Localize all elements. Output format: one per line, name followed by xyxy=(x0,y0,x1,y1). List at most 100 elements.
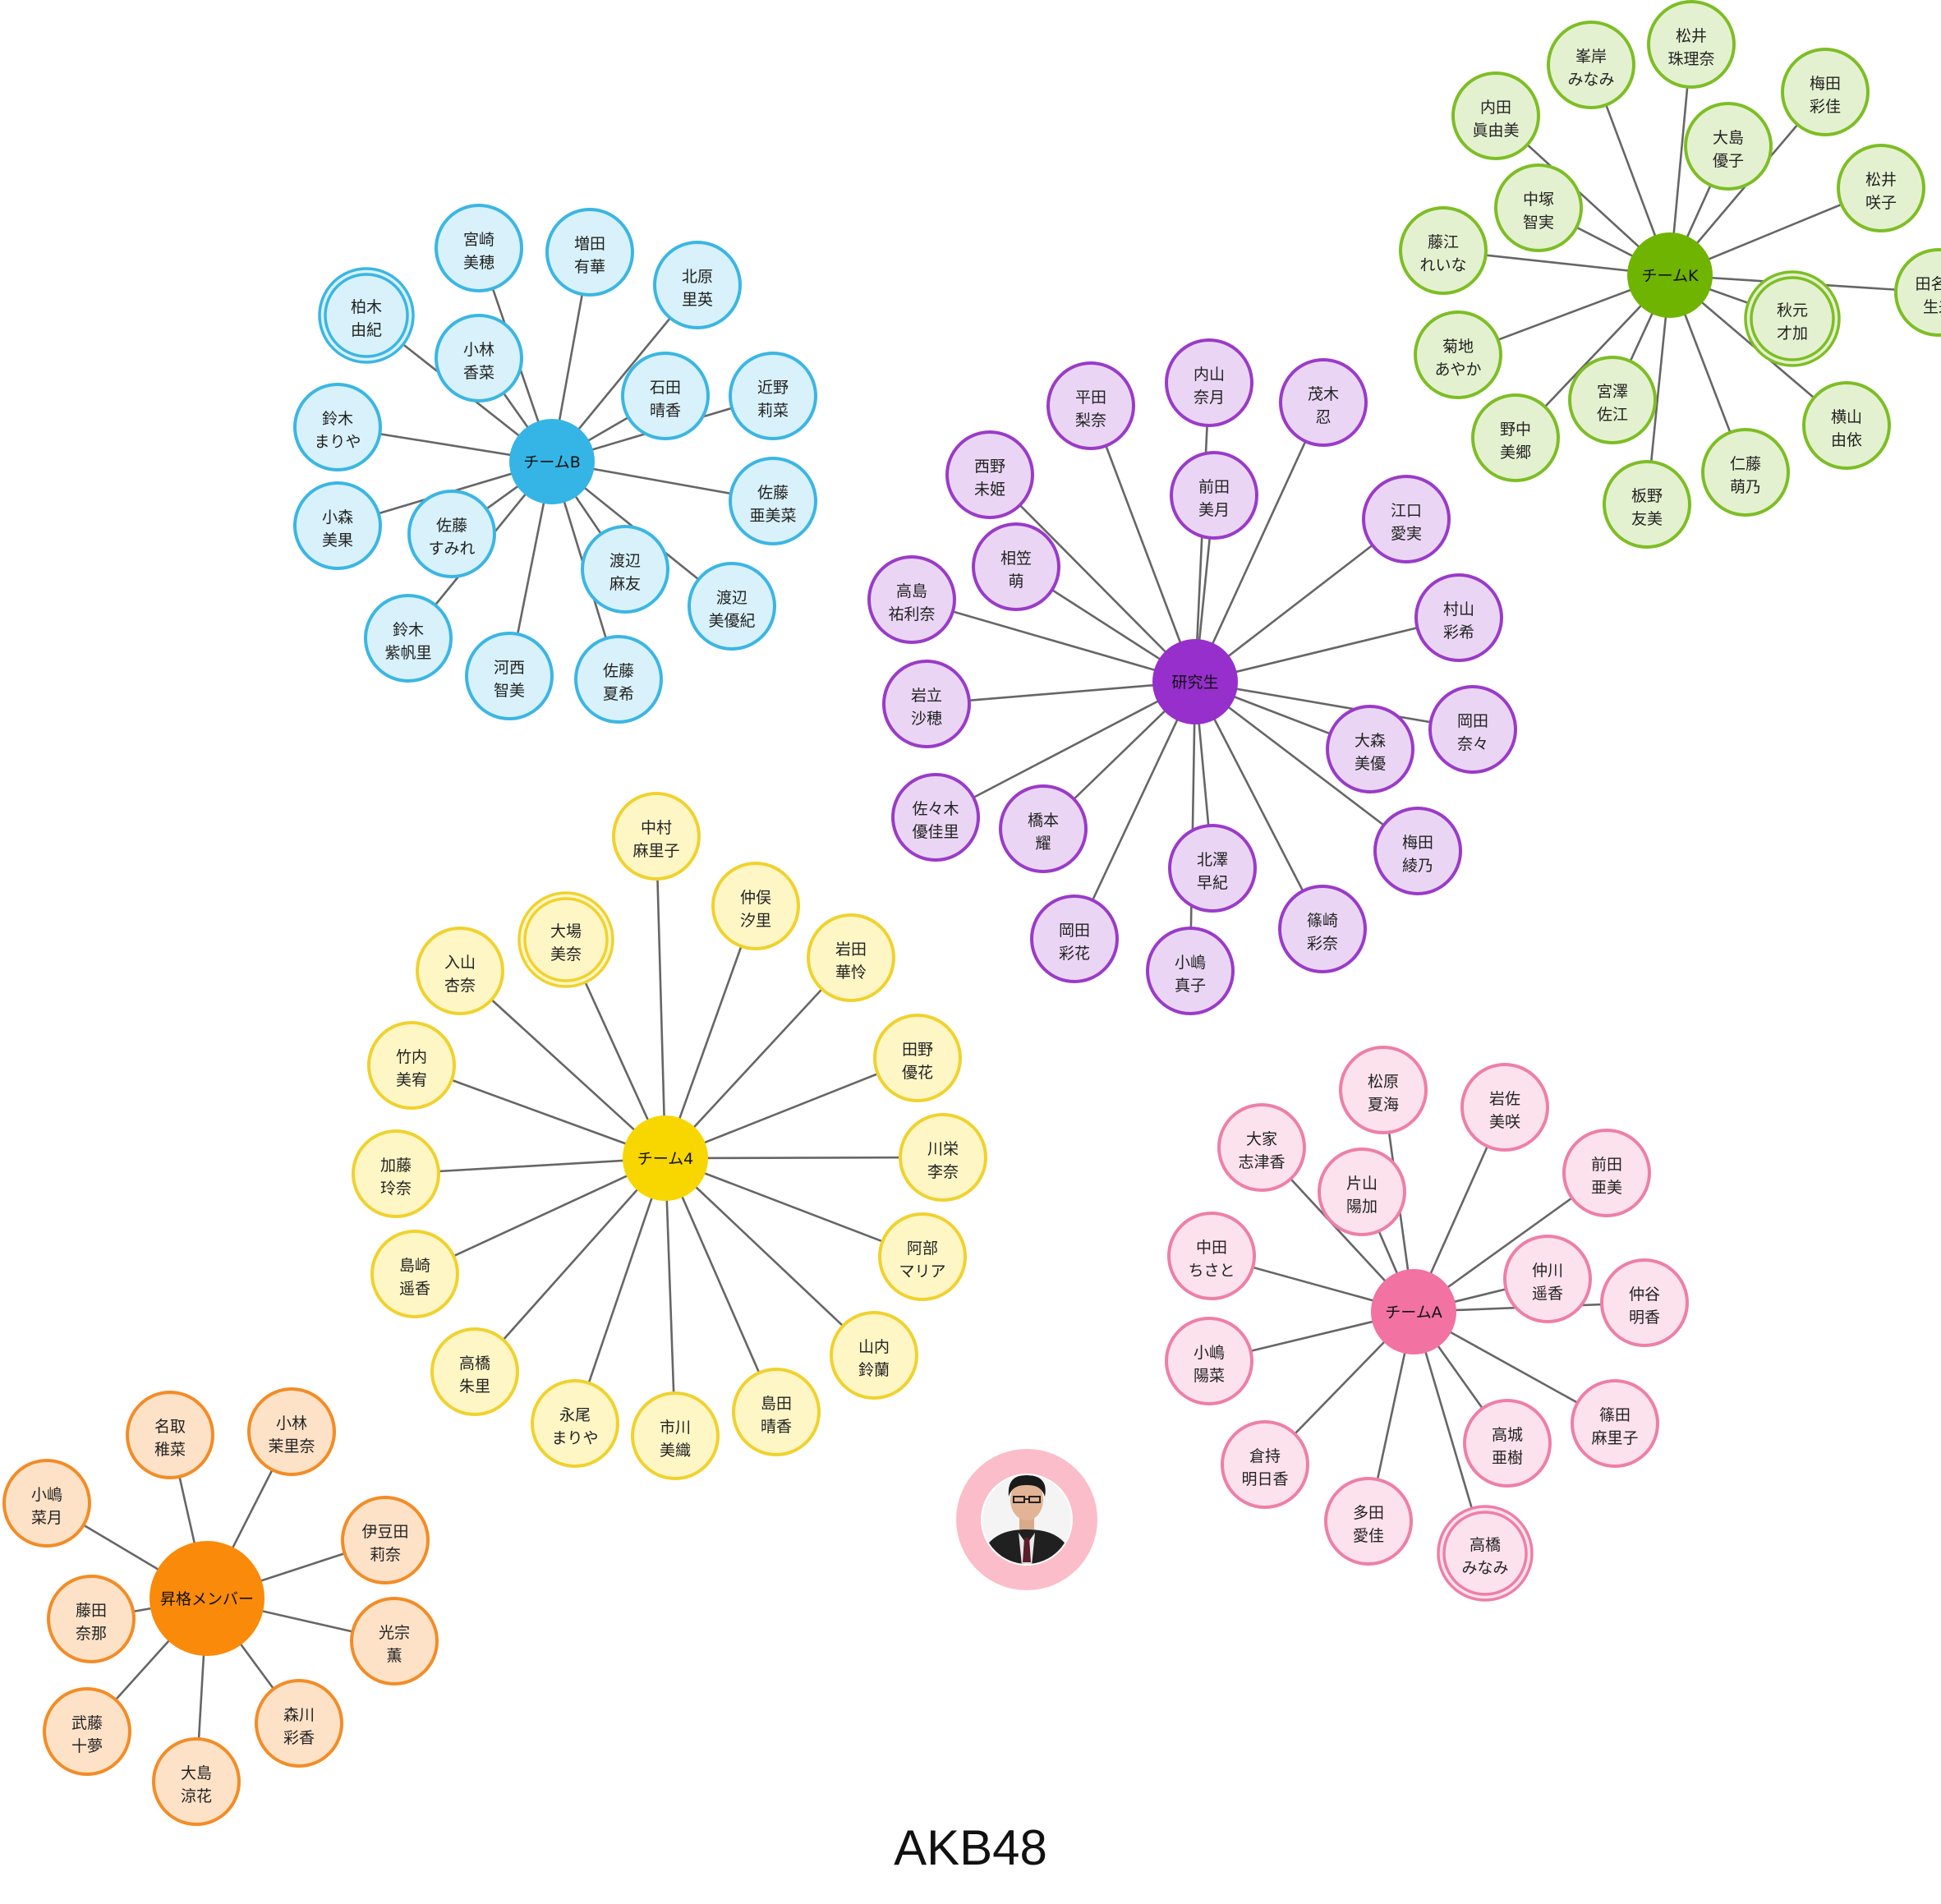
member-circle xyxy=(2,1459,91,1548)
member-given-name: 晴香 xyxy=(650,402,681,420)
connection-line xyxy=(1194,402,1325,683)
member-given-name: 萌 xyxy=(1008,573,1023,591)
member-circle xyxy=(430,1327,519,1416)
connection-line xyxy=(664,1157,677,1437)
member-surname: 宮澤 xyxy=(1597,383,1628,401)
member-node: 田名部生来 xyxy=(1894,248,1941,337)
member-given-name: 志津香 xyxy=(1238,1153,1285,1171)
connection-line xyxy=(1189,681,1197,972)
member-given-name: 早紀 xyxy=(1197,874,1228,892)
member-circle xyxy=(1471,393,1560,482)
member-circle xyxy=(1168,824,1257,913)
member-given-name: 美月 xyxy=(1198,501,1230,519)
member-surname: 宮崎 xyxy=(463,231,494,249)
member-given-name: 里英 xyxy=(682,291,713,309)
member-surname: 大島 xyxy=(181,1764,212,1782)
member-surname: 仲俣 xyxy=(740,889,771,907)
member-circle xyxy=(367,1021,456,1110)
member-given-name: 遥香 xyxy=(399,1280,430,1298)
team-hub: チームB xyxy=(509,419,595,504)
member-surname: 小森 xyxy=(322,508,353,527)
member-circle xyxy=(688,562,776,651)
team-hub: 研究生 xyxy=(1152,639,1238,724)
member-given-name: すみれ xyxy=(428,540,475,558)
team-hub-circle xyxy=(509,419,595,504)
member-circle xyxy=(255,1679,343,1768)
member-surname: 橋本 xyxy=(1028,812,1059,830)
connection-line xyxy=(655,835,667,1159)
member-circle xyxy=(341,1496,430,1584)
member-circle xyxy=(1324,1477,1413,1566)
team-name: チーム4 xyxy=(637,1150,694,1168)
member-surname: 小嶋 xyxy=(1175,954,1206,972)
member-circle xyxy=(43,1687,131,1776)
member-given-name: 茉里奈 xyxy=(268,1437,315,1456)
member-given-name: 陽加 xyxy=(1346,1198,1378,1216)
connection-line xyxy=(1194,616,1460,683)
member-surname: 篠田 xyxy=(1599,1406,1631,1424)
connection-line xyxy=(665,957,852,1159)
member-surname: 鈴木 xyxy=(393,621,424,639)
member-circle xyxy=(1684,102,1773,191)
connection-line xyxy=(989,474,1196,683)
team-name: チームA xyxy=(1385,1304,1442,1322)
member-given-name: 優佳里 xyxy=(912,823,959,841)
member-surname: 岩田 xyxy=(835,941,867,959)
member-circle xyxy=(324,273,409,358)
member-given-name: 由紀 xyxy=(351,321,382,339)
member-surname: 武藤 xyxy=(71,1714,103,1732)
member-surname: 中田 xyxy=(1196,1239,1227,1257)
member-circle xyxy=(1750,276,1835,361)
member-circle xyxy=(1494,163,1583,252)
member-given-name: 有華 xyxy=(574,258,605,276)
member-given-name: 真子 xyxy=(1175,977,1206,995)
team-name: チームB xyxy=(523,453,580,471)
member-given-name: 晴香 xyxy=(761,1418,792,1436)
member-surname: 岡田 xyxy=(1059,922,1090,940)
connection-line xyxy=(664,1157,778,1413)
member-circle xyxy=(1165,1317,1253,1405)
member-circle xyxy=(1165,338,1253,427)
member-circle xyxy=(891,773,980,862)
team-name: チームK xyxy=(1642,267,1699,285)
member-surname: 秋元 xyxy=(1777,301,1808,320)
team-hub: チームK xyxy=(1627,232,1713,318)
member-circle xyxy=(1701,428,1790,517)
member-surname: 川栄 xyxy=(927,1140,959,1158)
member-surname: 阿部 xyxy=(907,1239,938,1258)
member-given-name: 佐江 xyxy=(1597,406,1628,424)
member-given-name: みなみ xyxy=(1461,1559,1508,1577)
member-given-name: 眞由美 xyxy=(1472,122,1519,140)
member-circle xyxy=(531,1379,619,1468)
member-circle xyxy=(1399,206,1488,295)
member-surname: 内山 xyxy=(1194,366,1225,384)
member-circle xyxy=(350,1597,439,1686)
member-circle xyxy=(1562,1129,1651,1217)
member-surname: 増田 xyxy=(574,235,605,253)
member-surname: 小林 xyxy=(276,1414,307,1433)
member-given-name: 忍 xyxy=(1315,408,1331,426)
connection-line xyxy=(665,1156,944,1160)
member-circle xyxy=(247,1387,336,1476)
member-circle xyxy=(1802,381,1891,470)
connection-line xyxy=(474,1157,666,1373)
member-circle xyxy=(1326,705,1414,793)
member-circle xyxy=(972,522,1060,611)
member-given-name: 由依 xyxy=(1831,431,1862,449)
member-given-name: 沙穂 xyxy=(911,710,942,728)
